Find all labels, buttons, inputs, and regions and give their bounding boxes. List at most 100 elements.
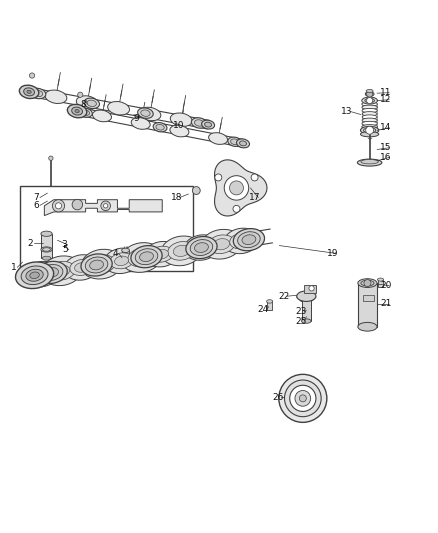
Ellipse shape xyxy=(45,268,59,277)
Ellipse shape xyxy=(67,104,87,118)
Text: 9: 9 xyxy=(133,114,139,123)
Bar xyxy=(20,185,193,271)
Circle shape xyxy=(53,200,65,212)
Ellipse shape xyxy=(360,132,379,137)
Ellipse shape xyxy=(74,263,88,272)
Circle shape xyxy=(49,156,53,160)
Ellipse shape xyxy=(81,249,122,279)
Circle shape xyxy=(285,380,321,417)
Bar xyxy=(41,234,52,258)
Ellipse shape xyxy=(76,96,98,109)
Text: 3: 3 xyxy=(61,240,67,249)
Ellipse shape xyxy=(191,118,207,128)
Polygon shape xyxy=(215,160,267,216)
Circle shape xyxy=(56,203,62,209)
Circle shape xyxy=(295,391,311,406)
Ellipse shape xyxy=(240,141,247,146)
Ellipse shape xyxy=(228,137,242,147)
Ellipse shape xyxy=(138,108,153,118)
Ellipse shape xyxy=(234,236,248,246)
Text: 21: 21 xyxy=(380,299,392,308)
Ellipse shape xyxy=(238,232,260,248)
Ellipse shape xyxy=(131,246,162,268)
Circle shape xyxy=(290,385,316,411)
Ellipse shape xyxy=(194,120,204,126)
Ellipse shape xyxy=(362,97,378,104)
Ellipse shape xyxy=(141,110,150,116)
Bar xyxy=(358,283,377,327)
Ellipse shape xyxy=(184,235,219,260)
Ellipse shape xyxy=(362,105,378,109)
Ellipse shape xyxy=(35,269,49,279)
Ellipse shape xyxy=(201,120,215,129)
Text: 23: 23 xyxy=(295,308,307,317)
Bar xyxy=(302,297,311,321)
Ellipse shape xyxy=(170,125,189,137)
Circle shape xyxy=(279,374,327,422)
Text: 7: 7 xyxy=(34,193,39,202)
Ellipse shape xyxy=(365,92,374,96)
Text: 11: 11 xyxy=(380,88,392,97)
Ellipse shape xyxy=(30,88,46,99)
Ellipse shape xyxy=(190,239,213,255)
Ellipse shape xyxy=(208,235,235,254)
Polygon shape xyxy=(44,200,162,215)
Circle shape xyxy=(101,201,110,211)
Text: 24: 24 xyxy=(257,305,268,314)
Ellipse shape xyxy=(93,259,110,270)
Ellipse shape xyxy=(205,122,212,127)
Ellipse shape xyxy=(135,249,158,265)
Ellipse shape xyxy=(208,133,228,144)
Ellipse shape xyxy=(358,322,377,331)
Circle shape xyxy=(233,205,240,212)
Ellipse shape xyxy=(75,109,79,112)
Ellipse shape xyxy=(90,260,103,270)
Ellipse shape xyxy=(360,126,379,134)
Ellipse shape xyxy=(366,90,373,93)
Ellipse shape xyxy=(41,256,82,286)
Circle shape xyxy=(309,286,314,291)
Text: 12: 12 xyxy=(380,95,392,104)
Ellipse shape xyxy=(27,90,31,93)
Circle shape xyxy=(251,174,258,181)
Ellipse shape xyxy=(128,248,155,267)
Ellipse shape xyxy=(364,128,376,133)
Ellipse shape xyxy=(48,262,75,280)
Ellipse shape xyxy=(237,139,250,148)
Ellipse shape xyxy=(173,245,190,256)
Bar xyxy=(363,295,374,302)
Text: 2: 2 xyxy=(28,239,33,248)
Ellipse shape xyxy=(168,241,195,260)
Circle shape xyxy=(72,199,83,210)
Ellipse shape xyxy=(365,99,374,103)
Circle shape xyxy=(192,187,200,195)
Ellipse shape xyxy=(161,236,202,266)
Ellipse shape xyxy=(41,231,52,236)
Text: 19: 19 xyxy=(327,249,338,258)
Ellipse shape xyxy=(194,243,208,252)
Ellipse shape xyxy=(114,256,129,265)
Ellipse shape xyxy=(133,252,150,263)
Ellipse shape xyxy=(104,248,139,273)
Circle shape xyxy=(364,280,371,287)
Text: 5: 5 xyxy=(63,245,68,254)
Ellipse shape xyxy=(88,255,115,273)
Ellipse shape xyxy=(40,264,63,280)
Polygon shape xyxy=(297,293,316,302)
Ellipse shape xyxy=(378,278,384,281)
Ellipse shape xyxy=(81,110,89,116)
Ellipse shape xyxy=(30,266,53,282)
Text: 10: 10 xyxy=(173,122,184,131)
Text: 1: 1 xyxy=(11,263,17,272)
Ellipse shape xyxy=(41,247,52,252)
Ellipse shape xyxy=(26,269,43,281)
Ellipse shape xyxy=(24,88,35,96)
Bar xyxy=(267,302,272,310)
Text: 6: 6 xyxy=(34,201,39,210)
Ellipse shape xyxy=(190,239,213,255)
Ellipse shape xyxy=(36,261,67,284)
Ellipse shape xyxy=(201,229,242,259)
Ellipse shape xyxy=(230,139,239,144)
Text: 4: 4 xyxy=(112,249,118,258)
Ellipse shape xyxy=(297,291,316,302)
